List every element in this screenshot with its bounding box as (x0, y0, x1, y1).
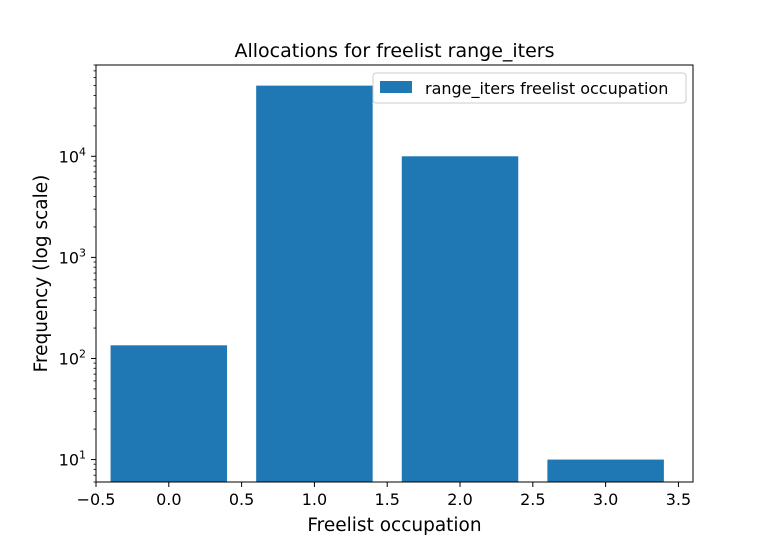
x-axis: −0.5 0.0 0.5 1.0 1.5 2.0 2.5 3.0 3.5 (77, 482, 691, 509)
x-tick-label-8: 3.5 (666, 490, 691, 509)
x-tick-label-6: 2.5 (520, 490, 545, 509)
y-tick-label-2: 103 (59, 246, 86, 267)
y-axis: 101 102 103 104 (59, 64, 96, 483)
x-axis-label: Freelist occupation (307, 515, 481, 536)
y-axis-label: Frequency (log scale) (31, 175, 52, 373)
x-tick-label-0: −0.5 (77, 490, 116, 509)
legend-box (372, 72, 687, 104)
bar-1 (256, 85, 373, 482)
bar-3 (547, 459, 664, 482)
x-tick-label-3: 1.0 (302, 490, 327, 509)
bar-0 (110, 345, 228, 482)
y-tick-label-1: 102 (59, 347, 86, 368)
bars-group (110, 85, 664, 483)
legend-label: range_iters freelist occupation (425, 79, 668, 99)
legend: range_iters freelist occupation (372, 72, 687, 104)
y-tick-label-0: 101 (59, 449, 86, 470)
y-tick-label-3: 104 (59, 145, 86, 166)
legend-swatch (380, 81, 412, 93)
x-tick-label-4: 1.5 (374, 490, 399, 509)
x-tick-label-1: 0.0 (156, 490, 181, 509)
x-tick-label-5: 2.0 (447, 490, 472, 509)
x-tick-label-2: 0.5 (229, 490, 254, 509)
plot-frame (95, 64, 694, 483)
bar-2 (401, 156, 519, 483)
x-tick-label-7: 3.0 (593, 490, 618, 509)
chart-title: Allocations for freelist range_iters (234, 40, 554, 62)
